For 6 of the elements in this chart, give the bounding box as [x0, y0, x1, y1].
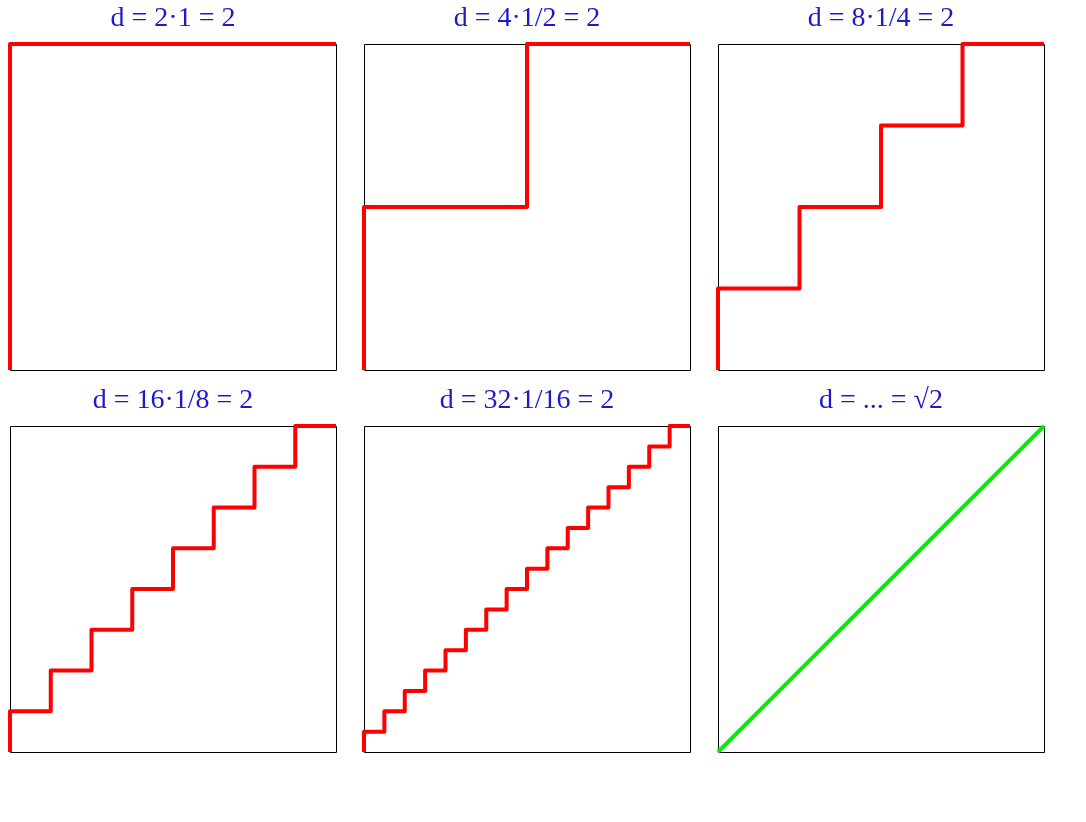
chart-title: d = 2·1 = 2	[110, 1, 236, 32]
chart-title: d = 32·1/16 = 2	[439, 383, 615, 414]
chart-title: d = ... = √2	[819, 383, 943, 414]
chart-title: d = 16·1/8 = 2	[92, 383, 254, 414]
chart-title: d = 4·1/2 = 2	[453, 1, 601, 32]
chart-title: d = 8·1/4 = 2	[807, 1, 955, 32]
